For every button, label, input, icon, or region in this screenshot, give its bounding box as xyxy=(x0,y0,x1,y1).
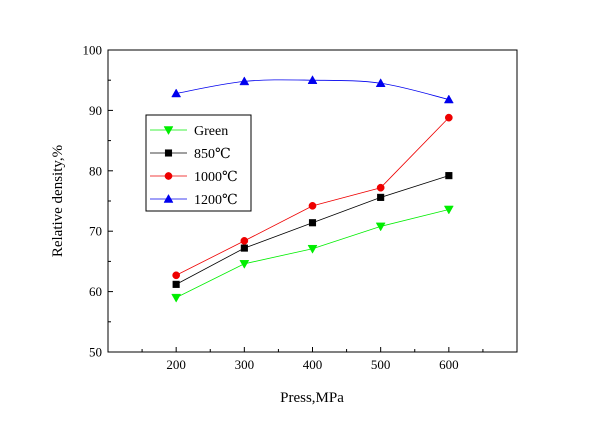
y-tick-label: 70 xyxy=(89,224,102,239)
series-0 xyxy=(171,205,454,303)
data-point xyxy=(171,88,182,98)
x-tick-label: 500 xyxy=(371,357,391,372)
series-2 xyxy=(172,113,453,280)
x-tick-label: 600 xyxy=(439,357,459,372)
series-1 xyxy=(172,172,453,288)
y-tick-label: 60 xyxy=(89,284,102,299)
data-point xyxy=(444,113,453,122)
data-point xyxy=(377,193,385,201)
data-point xyxy=(443,94,454,104)
data-point xyxy=(171,293,182,303)
data-point xyxy=(375,78,386,87)
data-point xyxy=(172,280,180,288)
data-point xyxy=(240,244,248,252)
data-point xyxy=(445,172,453,180)
data-point xyxy=(172,271,181,280)
legend-marker xyxy=(164,149,173,157)
legend-marker xyxy=(163,126,174,136)
series-layer xyxy=(171,75,454,303)
legend-marker xyxy=(164,172,173,180)
y-axis: 50 60 70 80 90 100 xyxy=(83,43,113,360)
y-tick-label: 50 xyxy=(89,345,102,360)
legend-label: 1200℃ xyxy=(194,193,238,208)
x-axis-title: Press,MPa xyxy=(280,390,344,406)
data-point xyxy=(307,75,318,84)
data-point xyxy=(239,76,250,86)
data-point xyxy=(308,219,317,227)
data-point xyxy=(308,201,317,210)
legend-item: 1000℃ xyxy=(150,170,238,185)
y-tick-label: 100 xyxy=(83,43,103,58)
legend: Green 850℃ 1000℃ 1200℃ xyxy=(145,114,252,212)
legend-label: 850℃ xyxy=(194,147,231,162)
x-axis: 200 300 400 500 600 xyxy=(141,347,484,372)
data-point xyxy=(240,237,249,245)
data-point xyxy=(443,205,454,215)
x-tick-label: 400 xyxy=(303,357,323,372)
y-tick-label: 80 xyxy=(89,163,102,178)
y-axis-title: Relative density,% xyxy=(50,145,66,257)
legend-label: Green xyxy=(194,124,228,139)
x-tick-label: 300 xyxy=(235,357,255,372)
legend-item: Green xyxy=(150,124,228,139)
legend-marker xyxy=(163,193,174,203)
legend-item: 1200℃ xyxy=(150,193,238,208)
legend-item: 850℃ xyxy=(150,147,231,162)
series-3 xyxy=(171,75,454,104)
data-point xyxy=(375,222,386,232)
x-tick-label: 200 xyxy=(166,357,186,372)
data-point xyxy=(239,260,250,269)
legend-box xyxy=(145,114,252,212)
y-tick-label: 90 xyxy=(89,103,102,118)
data-point xyxy=(376,183,385,192)
data-point xyxy=(307,244,318,254)
legend-label: 1000℃ xyxy=(194,170,238,185)
